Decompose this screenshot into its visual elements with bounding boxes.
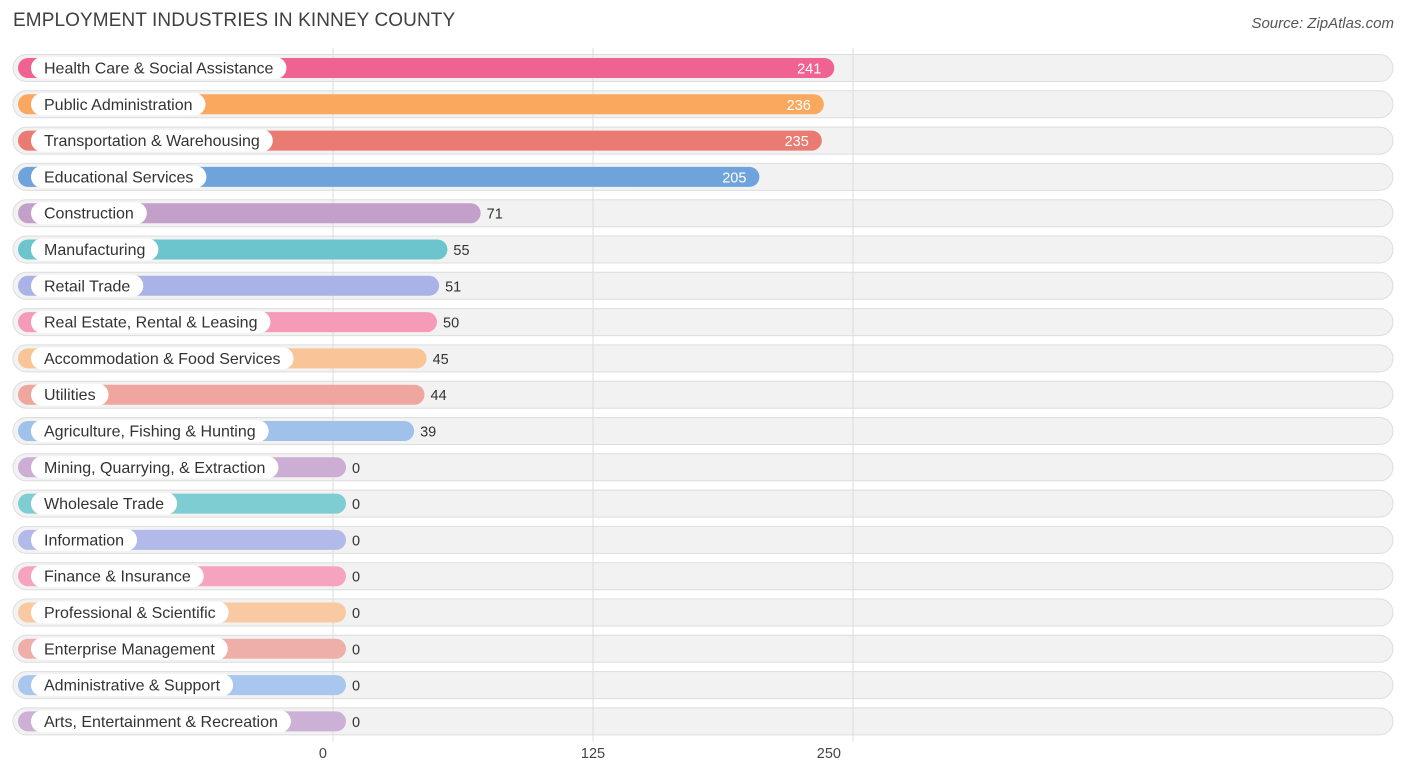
category-label-pill — [31, 420, 269, 442]
category-label: Accommodation & Food Services — [44, 351, 281, 368]
value-label: 205 — [722, 170, 746, 186]
category-label-pill — [31, 347, 294, 370]
value-label: 50 — [443, 316, 459, 332]
value-label: 0 — [352, 461, 360, 477]
category-label-pill — [31, 238, 159, 261]
value-label: 241 — [797, 62, 821, 78]
row-background — [12, 707, 1394, 736]
value-label: 0 — [352, 570, 360, 586]
category-label: Construction — [44, 206, 134, 223]
category-label: Professional & Scientific — [44, 605, 216, 622]
category-label: Utilities — [44, 387, 96, 404]
value-label: 71 — [487, 207, 503, 223]
value-label: 44 — [431, 388, 447, 404]
category-label-pill — [31, 165, 207, 188]
category-label: Retail Trade — [44, 278, 130, 295]
value-label: 0 — [352, 679, 360, 695]
row-background — [12, 489, 1394, 518]
category-label-pill — [31, 601, 229, 624]
row-background — [12, 453, 1394, 482]
value-label: 0 — [352, 497, 360, 513]
row-background — [12, 671, 1394, 700]
category-label-pill — [31, 565, 204, 588]
category-label-pill — [31, 528, 138, 551]
category-label: Information — [44, 532, 124, 549]
bar[interactable] — [18, 384, 425, 405]
category-label-pill — [31, 311, 271, 334]
category-label-pill — [31, 637, 228, 660]
bar[interactable] — [18, 94, 824, 115]
source-credit: Source: ZipAtlas.com — [1251, 15, 1394, 32]
category-label: Finance & Insurance — [44, 569, 191, 586]
row-background — [12, 598, 1394, 627]
category-label: Enterprise Management — [44, 641, 215, 658]
row-background — [12, 634, 1394, 663]
category-label-pill — [31, 202, 147, 225]
value-label: 51 — [445, 279, 461, 295]
x-tick-label: 250 — [817, 746, 841, 762]
category-label: Arts, Entertainment & Recreation — [44, 714, 278, 731]
category-label: Wholesale Trade — [44, 496, 164, 513]
category-label-pill — [31, 456, 279, 479]
category-label-pill — [31, 383, 109, 406]
value-label: 236 — [787, 98, 811, 114]
chart-title: EMPLOYMENT INDUSTRIES IN KINNEY COUNTY — [13, 10, 456, 31]
value-label: 39 — [420, 425, 436, 441]
category-label: Health Care & Social Assistance — [44, 61, 274, 78]
row-background — [12, 525, 1394, 554]
category-label-pill — [31, 492, 178, 515]
x-tick-label: 125 — [581, 746, 605, 762]
category-label: Real Estate, Rental & Leasing — [44, 315, 257, 332]
value-label: 0 — [352, 606, 360, 622]
category-label: Administrative & Support — [44, 678, 221, 695]
category-label: Mining, Quarrying, & Extraction — [44, 460, 265, 477]
category-label-pill — [31, 674, 234, 697]
category-label: Manufacturing — [44, 242, 145, 259]
category-label-pill — [31, 129, 273, 152]
value-label: 45 — [433, 352, 449, 368]
x-tick-label: 0 — [319, 746, 327, 762]
value-label: 55 — [453, 243, 469, 259]
value-label: 0 — [352, 642, 360, 658]
category-label: Educational Services — [44, 169, 193, 186]
category-label-pill — [31, 57, 287, 79]
row-background — [12, 562, 1394, 591]
category-label-pill — [31, 274, 144, 297]
value-label: 0 — [352, 533, 360, 549]
category-label: Agriculture, Fishing & Hunting — [44, 424, 256, 441]
category-label: Public Administration — [44, 97, 193, 114]
category-label-pill — [31, 93, 206, 116]
category-label-pill — [31, 710, 291, 733]
value-label: 0 — [352, 715, 360, 731]
value-label: 235 — [785, 134, 809, 150]
category-label: Transportation & Warehousing — [44, 133, 260, 150]
